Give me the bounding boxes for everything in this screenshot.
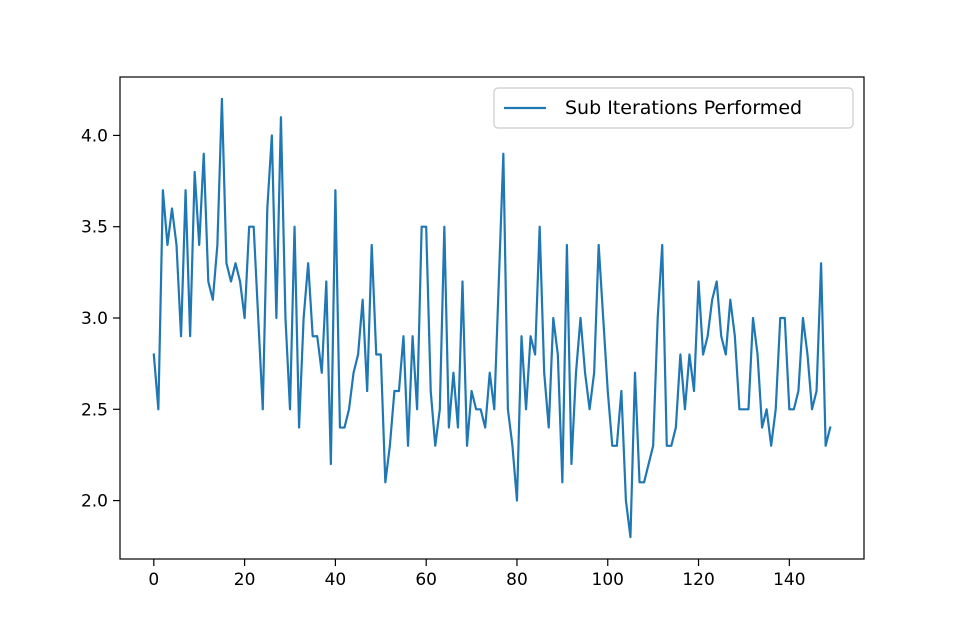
y-tick-label: 2.5: [81, 400, 108, 420]
x-tick-label: 0: [148, 570, 159, 590]
series-line: [152, 97, 832, 539]
legend: Sub Iterations Performed: [493, 87, 854, 129]
y-tick-label: 2.0: [81, 492, 108, 512]
series-layer: [152, 97, 832, 539]
x-tick-label: 80: [506, 570, 528, 590]
x-tick-label: 60: [415, 570, 437, 590]
x-tick-label: 20: [234, 570, 256, 590]
x-tick-label: 100: [592, 570, 624, 590]
y-tick-label: 3.5: [81, 218, 108, 238]
plot-frame: [119, 76, 865, 560]
x-tick-label: 120: [682, 570, 714, 590]
y-tick-label: 3.0: [81, 309, 108, 329]
legend-label: Sub Iterations Performed: [565, 97, 802, 119]
y-tick-label: 4.0: [81, 126, 108, 146]
x-tick-label: 140: [773, 570, 805, 590]
axes-ticks: 0 20 40 60 80 100 120 140 2.0 2.5 3.0 3.5 4.0: [81, 126, 806, 590]
legend-box: [493, 87, 854, 129]
x-tick-label: 40: [325, 570, 347, 590]
